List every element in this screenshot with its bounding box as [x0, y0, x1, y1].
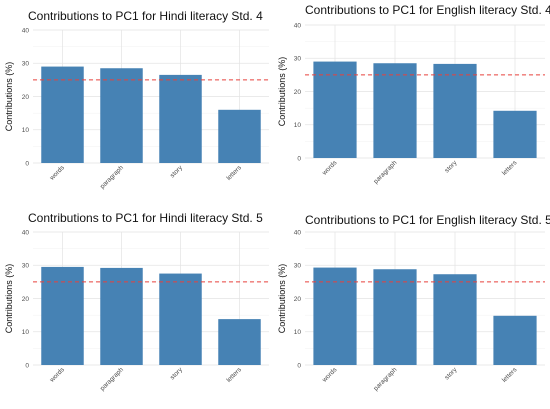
y-tick-label: 10	[294, 122, 302, 129]
y-tick-label: 10	[294, 329, 302, 336]
y-axis-label: Contributions (%)	[277, 264, 287, 334]
y-tick-label: 20	[22, 296, 30, 303]
x-tick-label: words	[48, 366, 66, 384]
x-tick-label: story	[443, 159, 458, 174]
y-tick-label: 0	[297, 362, 301, 369]
bar-letters	[493, 315, 537, 365]
x-tick-label: words	[48, 164, 66, 182]
y-tick-label: 0	[297, 155, 301, 162]
x-tick-label: paragraph	[373, 366, 399, 392]
chart-title: Contributions to PC1 for Hindi literacy …	[28, 211, 263, 225]
x-tick-label: letters	[501, 366, 519, 384]
bar-paragraph	[100, 267, 143, 365]
y-axis-label: Contributions (%)	[4, 264, 14, 334]
chart-title: Contributions to PC1 for English literac…	[305, 213, 550, 227]
y-tick-label: 40	[294, 22, 302, 29]
x-tick-label: words	[320, 159, 338, 177]
bar-story	[433, 63, 477, 159]
chart-panel-english-std5: Contributions to PC1 for English literac…	[275, 205, 550, 409]
x-tick-label: story	[169, 164, 184, 179]
y-axis-label: Contributions (%)	[277, 57, 287, 127]
y-tick-label: 10	[22, 127, 30, 134]
bar-letters	[218, 319, 261, 365]
chart-title: Contributions to PC1 for English literac…	[305, 3, 550, 17]
x-tick-label: story	[169, 366, 184, 381]
bar-chart: Contributions to PC1 for English literac…	[277, 213, 550, 392]
y-tick-label: 20	[294, 296, 302, 303]
bar-paragraph	[100, 68, 143, 163]
bar-paragraph	[373, 63, 417, 158]
bar-words	[313, 267, 357, 365]
y-tick-label: 30	[22, 263, 30, 270]
bar-words	[313, 61, 357, 159]
bar-chart: Contributions to PC1 for English literac…	[277, 3, 550, 185]
bar-words	[41, 266, 84, 365]
bar-letters	[493, 110, 537, 158]
bar-paragraph	[373, 269, 417, 365]
x-tick-label: words	[320, 366, 338, 384]
bar-words	[41, 66, 84, 163]
bar-letters	[218, 109, 261, 163]
bar-chart: Contributions to PC1 for Hindi literacy …	[4, 211, 269, 392]
bar-story	[433, 274, 477, 365]
x-tick-label: paragraph	[99, 164, 125, 190]
bar-story	[159, 273, 202, 365]
y-tick-label: 30	[294, 56, 302, 63]
x-tick-label: paragraph	[99, 366, 125, 392]
chart-panel-hindi-std4: Contributions to PC1 for Hindi literacy …	[0, 0, 275, 205]
chart-title: Contributions to PC1 for Hindi literacy …	[28, 9, 263, 23]
x-tick-label: letters	[225, 366, 243, 384]
y-tick-label: 40	[22, 229, 30, 236]
y-tick-label: 20	[22, 94, 30, 101]
y-tick-label: 0	[25, 160, 29, 167]
bar-chart: Contributions to PC1 for Hindi literacy …	[4, 9, 269, 190]
x-tick-label: letters	[501, 159, 519, 177]
y-tick-label: 30	[294, 263, 302, 270]
chart-panel-hindi-std5: Contributions to PC1 for Hindi literacy …	[0, 205, 275, 409]
y-tick-label: 0	[25, 362, 29, 369]
x-tick-label: story	[443, 366, 458, 381]
y-tick-label: 30	[22, 61, 30, 68]
bar-story	[159, 74, 202, 163]
x-tick-label: letters	[225, 164, 243, 182]
chart-panel-english-std4: Contributions to PC1 for English literac…	[275, 0, 550, 205]
y-tick-label: 10	[22, 329, 30, 336]
y-tick-label: 40	[22, 27, 30, 34]
y-tick-label: 20	[294, 89, 302, 96]
x-tick-label: paragraph	[373, 159, 399, 185]
y-tick-label: 40	[294, 229, 302, 236]
y-axis-label: Contributions (%)	[4, 62, 14, 132]
